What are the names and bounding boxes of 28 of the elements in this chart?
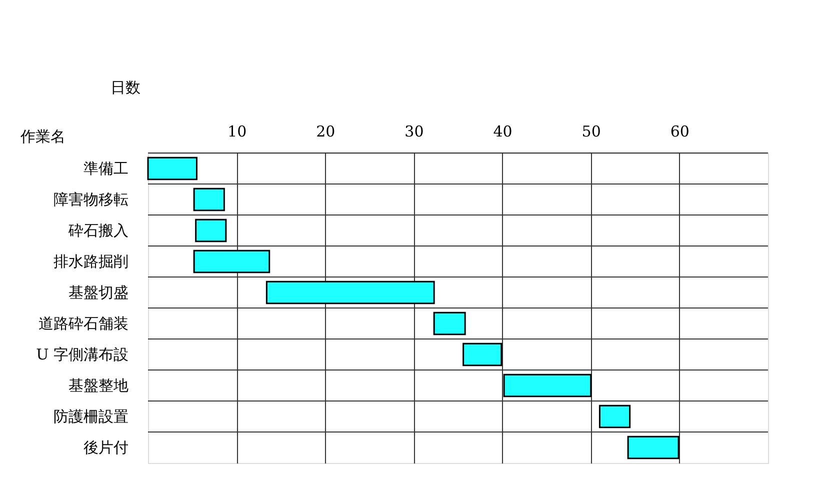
bar [627,436,680,460]
bar [147,156,198,180]
y-tick-label: 防護柵設置 [54,408,128,426]
bar [503,374,592,398]
y-tick-label: U 字側溝布設 [36,346,128,364]
x-axis-title: 日数 [110,78,140,96]
y-axis-title: 作業名 [20,128,66,146]
y-tick-label: 基盤切盛 [68,284,128,302]
x-tick-label: 40 [493,122,512,140]
bar [195,218,227,242]
bar [462,342,502,366]
x-tick-label: 60 [670,122,690,140]
bar [193,188,225,212]
y-tick-label: 後片付 [84,438,128,456]
bar [266,280,435,304]
x-tick-label: 50 [582,122,601,140]
bar [598,404,631,428]
x-tick-label: 30 [404,122,424,140]
x-tick-label: 10 [228,122,247,140]
y-tick-label: 基盤整地 [68,376,128,394]
y-tick-label: 排水路掘削 [54,252,128,270]
y-tick-label: 道路砕石舗装 [38,314,128,332]
bar [193,250,270,274]
y-tick-label: 砕石搬入 [68,222,128,240]
x-tick-label: 20 [316,122,336,140]
y-tick-label: 準備工 [84,160,128,178]
y-tick-label: 障害物移転 [54,190,128,208]
bar [433,312,466,336]
